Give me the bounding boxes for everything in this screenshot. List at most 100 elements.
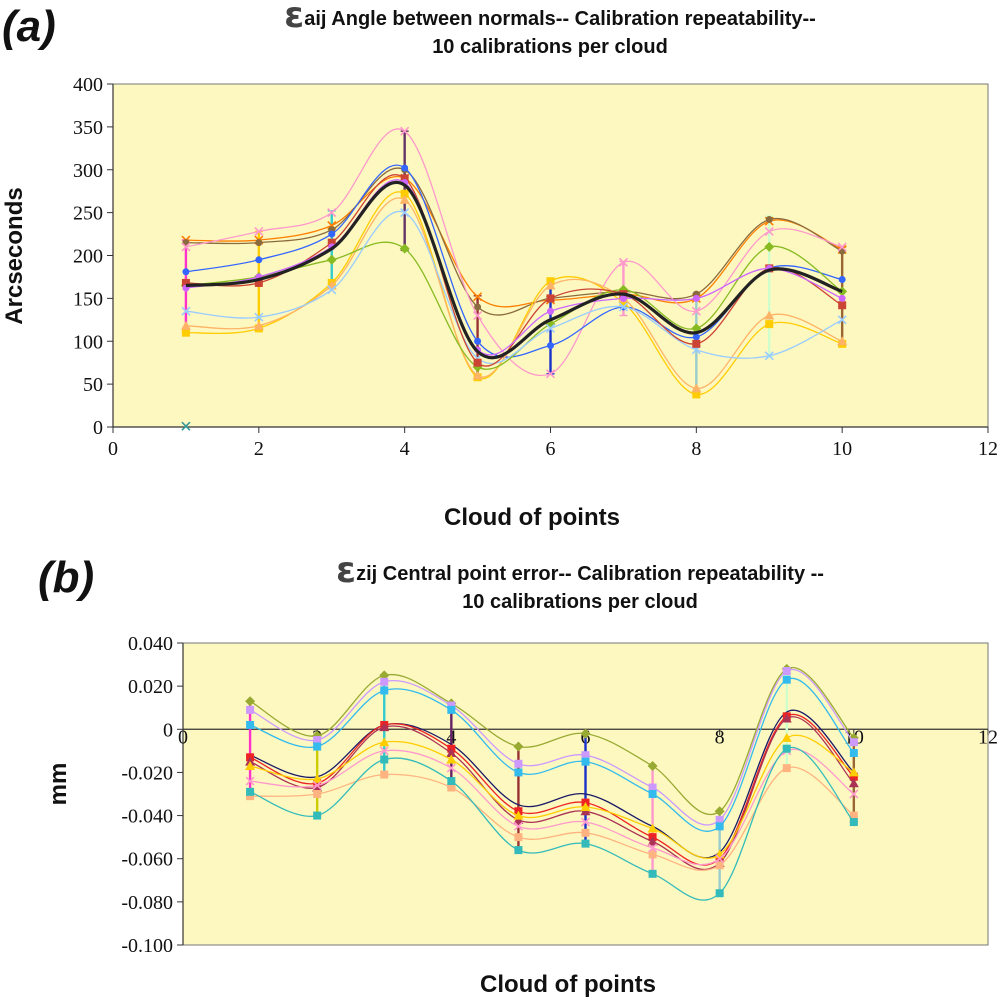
panel-label-a: (a): [2, 2, 56, 51]
y-tick-label: 400: [73, 74, 103, 96]
data-point: [514, 768, 523, 777]
series-line: [185, 179, 843, 356]
data-point: [715, 854, 725, 864]
data-point: [474, 337, 482, 345]
data-point: [513, 810, 524, 820]
series-line: [249, 666, 855, 815]
x-tick-label: 12: [978, 726, 998, 748]
data-point: [715, 889, 724, 898]
data-point: [618, 302, 628, 312]
data-point: [447, 701, 456, 710]
series-line: [185, 180, 843, 360]
panel-label-b: (b): [38, 553, 95, 602]
data-point: [581, 751, 590, 760]
data-point: [715, 822, 724, 831]
data-point: [545, 323, 556, 333]
data-point: [782, 675, 791, 684]
data-point: [446, 748, 457, 758]
y-tick-label: 200: [73, 246, 103, 268]
data-point: [545, 369, 556, 379]
title-subscript: aij: [304, 8, 327, 30]
chart-title-a-line2: 10 calibrations per cloud: [432, 36, 668, 58]
data-point: [253, 320, 264, 330]
series-line: [249, 746, 855, 901]
data-point: [648, 790, 657, 798]
data-point: [514, 833, 523, 842]
data-point: [849, 789, 859, 799]
y-tick-label: -0.060: [121, 849, 173, 871]
data-point: [181, 306, 191, 316]
data-point: [401, 164, 409, 172]
series-mean: [185, 180, 843, 360]
y-axis-title: mm: [45, 763, 72, 806]
data-point: [714, 806, 725, 817]
series-line: [185, 167, 843, 316]
data-point: [328, 230, 336, 238]
data-point: [245, 696, 256, 707]
data-point: [473, 358, 482, 367]
data-point: [513, 741, 524, 752]
data-point: [619, 294, 627, 302]
data-point: [379, 670, 390, 681]
data-point: [180, 320, 191, 330]
series-1: [245, 663, 859, 817]
data-point: [618, 257, 628, 267]
data-point: [313, 736, 322, 745]
data-point: [581, 839, 590, 848]
series-7: [245, 732, 859, 859]
x-axis-title: Cloud of points: [480, 971, 656, 998]
y-axis-title: Arcseconds: [1, 187, 28, 324]
data-point: [313, 790, 322, 798]
x-tick-label: 2: [254, 438, 264, 460]
data-point: [312, 780, 322, 790]
data-point: [327, 238, 336, 247]
title-text: Angle between normals-- Calibration repe…: [331, 8, 816, 30]
data-point: [849, 749, 858, 758]
data-point: [647, 836, 658, 846]
series-line: [249, 713, 855, 866]
data-point: [715, 815, 724, 824]
data-point: [313, 811, 322, 820]
data-point: [765, 215, 773, 223]
data-point: [782, 667, 791, 676]
data-point: [647, 823, 658, 833]
data-point: [580, 817, 591, 827]
data-point: [181, 328, 190, 337]
series-line: [249, 716, 855, 871]
x-tick-label: 8: [715, 726, 725, 748]
chart-title-b: εzij Central point error-- Calibration r…: [150, 553, 1002, 616]
series-line: [185, 174, 843, 367]
data-point: [692, 294, 700, 302]
chart-title-b-line1: εzij Central point error-- Calibration r…: [150, 553, 1002, 589]
data-point: [648, 850, 657, 859]
data-point: [246, 705, 255, 714]
series-line: [185, 175, 843, 308]
data-point: [254, 312, 264, 322]
data-point: [254, 278, 263, 287]
data-point: [849, 772, 858, 781]
x-tick-label: 10: [832, 438, 852, 460]
data-point: [648, 783, 657, 792]
chart-svg-b: -0.100-0.080-0.060-0.040-0.02000.0200.04…: [45, 633, 998, 998]
data-point: [379, 737, 390, 747]
series-10: [246, 744, 858, 901]
series-line: [249, 709, 855, 859]
data-point: [849, 811, 858, 820]
data-point: [380, 677, 389, 686]
plot-area: [112, 83, 989, 428]
data-point: [312, 773, 323, 783]
data-point: [547, 342, 554, 350]
data-point: [245, 760, 256, 770]
data-point: [473, 292, 483, 302]
data-point: [327, 208, 337, 218]
data-point: [848, 732, 859, 743]
data-point: [648, 869, 657, 878]
data-point: [692, 390, 701, 399]
data-point: [692, 333, 700, 341]
data-point: [446, 763, 456, 773]
chart-svg-a: 0 50 100 150 200 250 300 350 400 0 2 4 6 8 10 12 Cloud o…: [1, 74, 998, 531]
data-point: [447, 777, 456, 786]
y-tick-label: 0: [163, 719, 173, 741]
series-3: [246, 675, 858, 833]
data-point: [380, 755, 389, 764]
